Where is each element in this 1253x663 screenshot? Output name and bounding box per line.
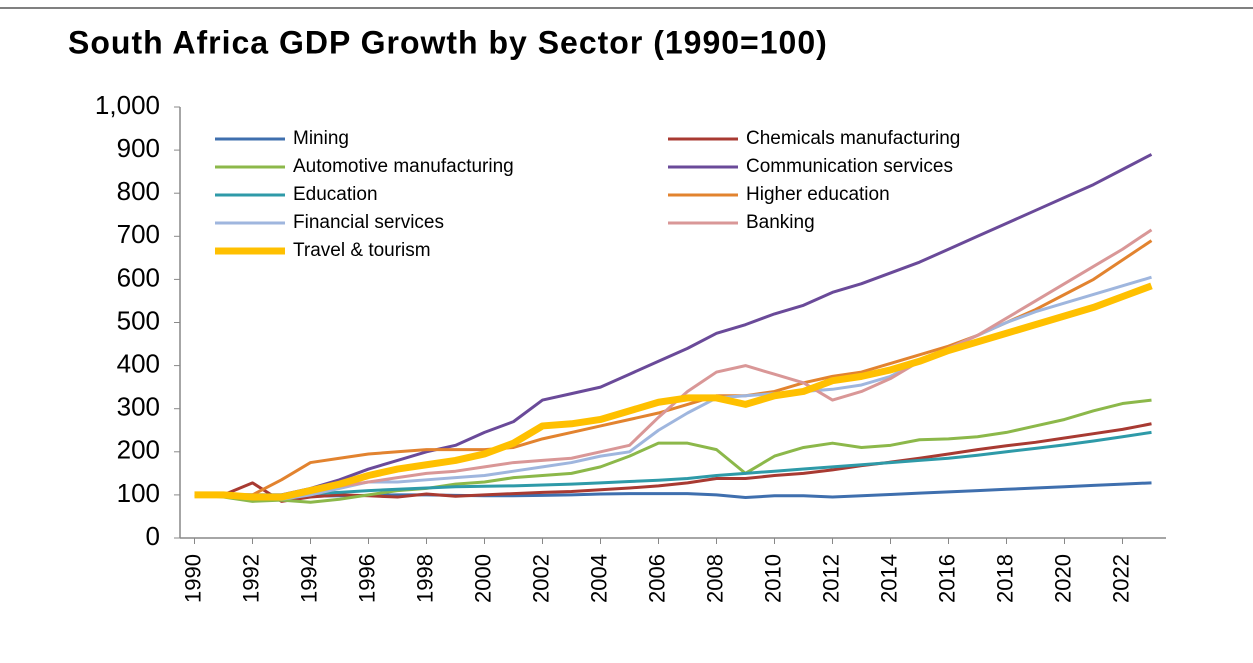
x-tick-label: 2002 (528, 554, 553, 603)
series-line (194, 275, 1152, 501)
y-tick-label: 500 (117, 305, 160, 335)
legend-label: Travel & tourism (293, 240, 431, 261)
x-tick-label: 1990 (180, 554, 205, 603)
y-tick-label: 700 (117, 219, 160, 249)
series-line (194, 430, 1152, 497)
x-tick-label: 2012 (818, 554, 843, 603)
x-tick-label: 1996 (354, 554, 379, 603)
legend-label: Automotive manufacturing (293, 156, 514, 177)
legend-label: Chemicals manufacturing (746, 128, 960, 149)
series-line (194, 422, 1152, 503)
x-tick-label: 2010 (760, 554, 785, 603)
y-tick-label: 1,000 (95, 90, 160, 120)
y-tick-label: 900 (117, 133, 160, 163)
y-tick-label: 600 (117, 262, 160, 292)
legend-label: Mining (293, 128, 349, 149)
legend-label: Banking (746, 212, 815, 233)
x-tick-label: 2008 (702, 554, 727, 603)
legend-label: Financial services (293, 212, 444, 233)
legend-label: Higher education (746, 184, 890, 205)
y-tick-label: 0 (146, 521, 160, 551)
x-tick-label: 1994 (296, 554, 321, 603)
chart-title: South Africa GDP Growth by Sector (1990=… (68, 24, 828, 60)
y-tick-label: 200 (117, 435, 160, 465)
series-line (194, 239, 1153, 497)
series-line (194, 228, 1153, 499)
x-tick-label: 1992 (238, 554, 263, 603)
series-line (194, 282, 1153, 501)
x-tick-label: 2006 (644, 554, 669, 603)
x-tick-label: 2016 (934, 554, 959, 603)
x-tick-label: 1998 (412, 554, 437, 603)
y-tick-label: 100 (117, 478, 160, 508)
y-tick-label: 300 (117, 392, 160, 422)
legend-label: Education (293, 184, 378, 205)
series-line (194, 398, 1152, 504)
y-tick-label: 400 (117, 348, 160, 378)
x-tick-label: 2020 (1050, 554, 1075, 603)
legend-label: Communication services (746, 156, 953, 177)
x-tick-label: 2004 (586, 554, 611, 603)
x-tick-label: 2000 (470, 554, 495, 603)
series-line (194, 153, 1153, 497)
y-tick-label: 800 (117, 176, 160, 206)
x-tick-label: 2018 (992, 554, 1017, 603)
x-tick-label: 2014 (876, 554, 901, 603)
x-tick-label: 2022 (1108, 554, 1133, 603)
